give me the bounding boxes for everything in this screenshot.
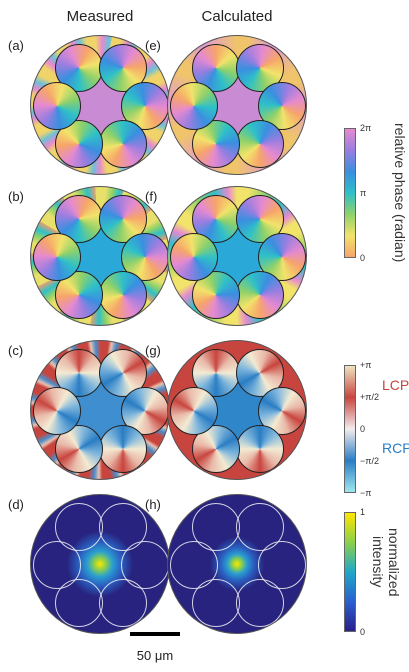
scale-bar-label: 50 μm: [136, 648, 174, 663]
sub-aperture: [192, 120, 240, 169]
image-panel: [167, 494, 307, 634]
sub-aperture: [99, 271, 147, 320]
colorbar-tick-label: −π: [360, 488, 372, 498]
panel-label: (f): [145, 189, 158, 204]
sub-aperture: [192, 271, 240, 320]
sub-aperture: [170, 82, 218, 130]
sub-aperture: [99, 579, 147, 628]
colorbar-tick-label: +π/2: [360, 392, 379, 402]
colorbar-tick-label: 0: [360, 627, 366, 637]
sub-aperture: [121, 82, 169, 130]
sub-aperture: [236, 120, 284, 169]
image-panel: [167, 340, 307, 480]
panel-label: (d): [8, 497, 24, 512]
column-header: Measured: [66, 8, 134, 25]
sub-aperture: [170, 387, 218, 435]
image-panel: [30, 494, 170, 634]
sub-aperture: [192, 579, 240, 628]
sub-aperture: [33, 82, 81, 130]
sub-aperture: [33, 233, 81, 281]
colorbar-tick-label: 0: [360, 424, 366, 434]
sub-aperture: [258, 541, 306, 589]
colorbar: [344, 128, 356, 258]
sub-aperture: [236, 271, 284, 320]
image-panel: [30, 35, 170, 175]
panel-label: (b): [8, 189, 24, 204]
sub-aperture: [55, 579, 103, 628]
image-panel: [30, 186, 170, 326]
colorbar-tick-label: 2π: [360, 123, 372, 133]
panel-label: (a): [8, 38, 24, 53]
sub-aperture: [99, 120, 147, 169]
sub-aperture: [33, 541, 81, 589]
colorbar-label: relative phase (radian): [392, 123, 408, 263]
colorbar-label: normalized: [386, 528, 402, 597]
colorbar-tick-label: −π/2: [360, 456, 379, 466]
colorbar-tick-label: π: [360, 188, 367, 198]
colorbar: [344, 512, 356, 632]
sub-aperture: [170, 233, 218, 281]
rcp-label: RCP: [382, 440, 409, 456]
image-panel: [167, 35, 307, 175]
scale-bar: [130, 632, 180, 636]
image-panel: [167, 186, 307, 326]
sub-aperture: [236, 579, 284, 628]
colorbar-tick-label: 1: [360, 507, 366, 517]
panel-label: (e): [145, 38, 161, 53]
lcp-label: LCP: [382, 377, 409, 393]
sub-aperture: [99, 502, 147, 551]
image-panel: [30, 340, 170, 480]
sub-aperture: [99, 425, 147, 474]
colorbar: [344, 365, 356, 493]
colorbar-tick-label: +π: [360, 360, 372, 370]
sub-aperture: [192, 425, 240, 474]
colorbar-label: intensity: [370, 536, 386, 588]
sub-aperture: [33, 387, 81, 435]
column-header: Calculated: [201, 8, 273, 25]
sub-aperture: [99, 43, 147, 92]
panel-label: (h): [145, 497, 161, 512]
colorbar-tick-label: 0: [360, 253, 366, 263]
panel-label: (g): [145, 343, 161, 358]
sub-aperture: [236, 425, 284, 474]
sub-aperture: [170, 541, 218, 589]
sub-aperture: [236, 502, 284, 551]
panel-label: (c): [8, 343, 24, 358]
